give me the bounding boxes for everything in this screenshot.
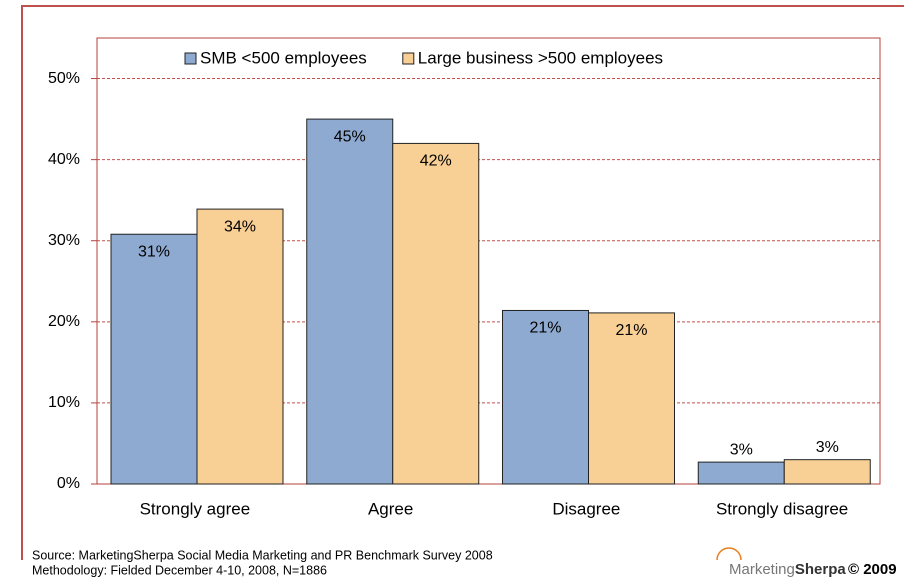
x-tick-label: Strongly disagree [716, 499, 848, 518]
legend-swatch [184, 52, 197, 65]
data-label: 42% [420, 153, 452, 170]
y-tick-label: 10% [48, 394, 80, 411]
y-tick-label: 50% [48, 70, 80, 87]
methodology-note: Methodology: Fielded December 4-10, 2008… [32, 563, 327, 577]
bar [697, 461, 785, 485]
data-label: 34% [224, 218, 256, 235]
x-tick-label: Disagree [552, 499, 620, 518]
legend-label: SMB <500 employees [200, 48, 367, 67]
y-tick-label: 40% [48, 151, 80, 168]
data-label: 21% [615, 322, 647, 339]
y-tick-label: 0% [57, 475, 80, 492]
frame [21, 5, 904, 560]
bar [502, 309, 589, 485]
source-note: Source: MarketingSherpa Social Media Mar… [32, 548, 493, 562]
bar [783, 459, 871, 485]
bar [588, 312, 675, 485]
legend-label: Large business >500 employees [418, 48, 663, 67]
logo: MarketingSherpa © 2009 [716, 547, 897, 578]
data-label: 31% [138, 243, 170, 260]
bar [110, 233, 198, 485]
data-label: 3% [816, 439, 839, 456]
y-tick-label: 30% [48, 232, 80, 249]
logo-text: MarketingSherpa [729, 561, 846, 578]
data-label: 21% [529, 320, 561, 337]
copyright: © 2009 [848, 561, 897, 578]
data-label: 45% [334, 128, 366, 145]
x-tick-label: Strongly agree [140, 499, 251, 518]
plot-area [96, 37, 881, 485]
y-tick-label: 20% [48, 313, 80, 330]
data-label: 3% [730, 441, 753, 458]
logo-sun [716, 547, 742, 561]
x-tick-label: Agree [368, 499, 413, 518]
legend-swatch [402, 52, 415, 65]
bar [196, 208, 284, 485]
bar [392, 142, 480, 485]
bar [306, 118, 394, 485]
